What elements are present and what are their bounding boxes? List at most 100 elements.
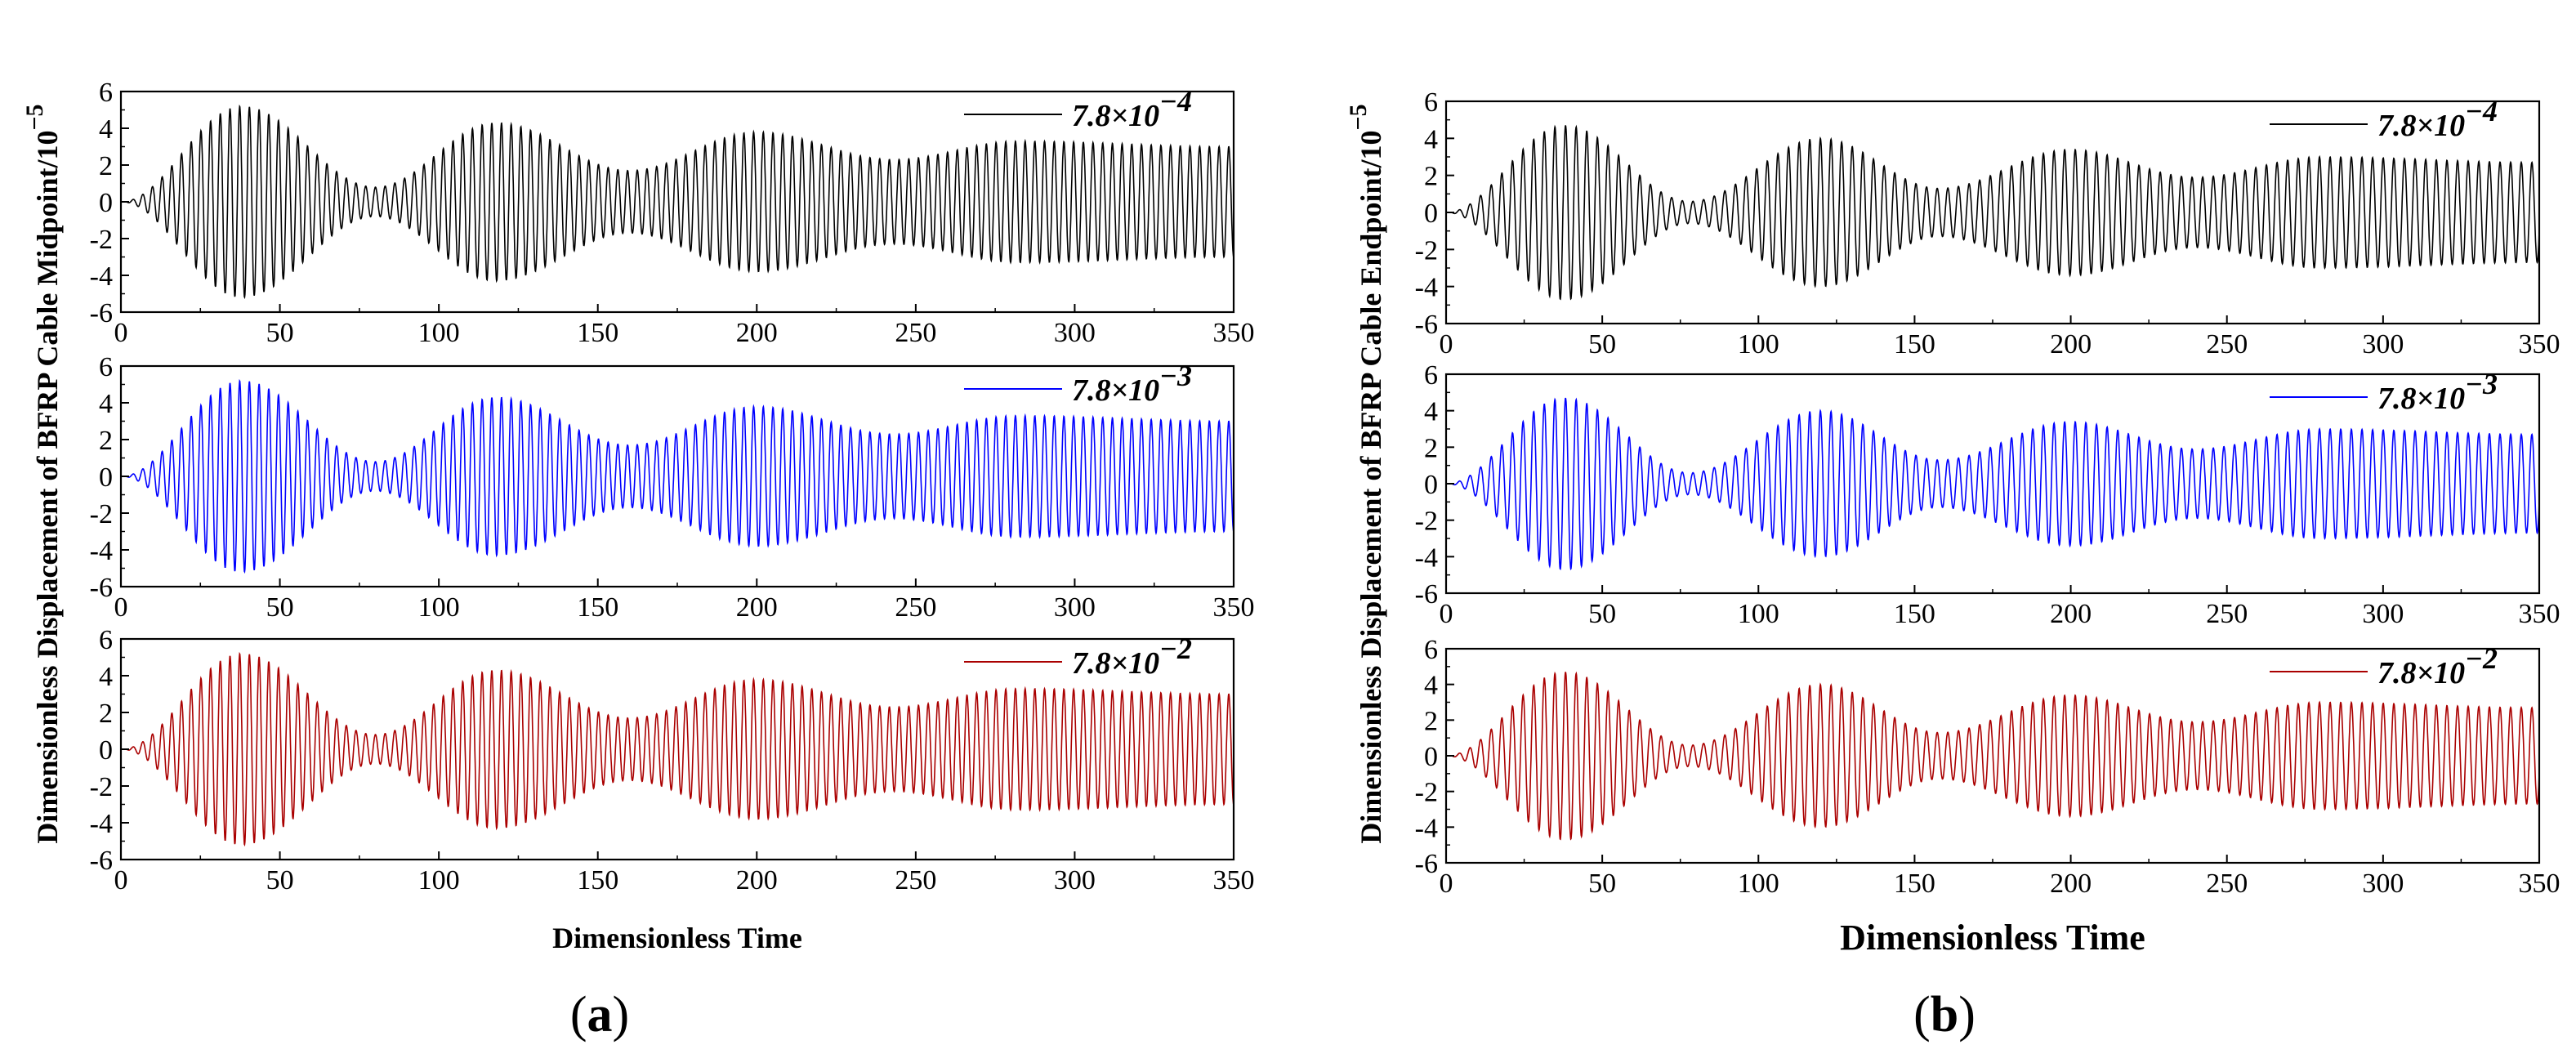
x-tick-label: 0 <box>114 865 128 895</box>
legend-label: 7.8×10−4 <box>1072 85 1192 133</box>
y-tick-label: -4 <box>90 261 113 292</box>
x-tick-label: 100 <box>1738 329 1779 360</box>
legend-exponent: −2 <box>2465 642 2498 675</box>
y-tick-label: 2 <box>99 151 113 181</box>
y-tick-label: 4 <box>1424 124 1438 154</box>
series-line <box>1446 671 2540 841</box>
x-tick-label: 150 <box>1894 869 1935 899</box>
series-line <box>121 104 1234 300</box>
x-tick-label: 350 <box>2519 329 2560 360</box>
y-tick-label: 6 <box>1424 635 1438 665</box>
y-axis-label: Dimensionless Displacement of BFRP Cable… <box>1345 104 1387 843</box>
y-tick-label: 6 <box>99 625 113 655</box>
legend-exponent: −3 <box>2465 368 2498 400</box>
x-tick-label: 350 <box>1213 865 1255 895</box>
y-tick-label: -4 <box>1415 273 1438 303</box>
y-tick-label: 2 <box>1424 162 1438 192</box>
x-tick-label: 150 <box>1894 599 1935 629</box>
x-tick-label: 200 <box>2050 869 2092 899</box>
y-tick-label: 4 <box>99 114 113 145</box>
legend-base: 7.8×10 <box>1072 99 1159 133</box>
x-tick-label: 350 <box>1213 592 1255 623</box>
series-line <box>121 651 1234 847</box>
y-tick-label: 2 <box>99 426 113 456</box>
x-tick-label: 50 <box>266 592 294 623</box>
panel-label-open: ( <box>570 987 587 1043</box>
panel-label-letter: b <box>1931 987 1958 1043</box>
x-tick-label: 350 <box>1213 318 1255 348</box>
y-axis-label-exponent: −5 <box>1345 104 1372 130</box>
x-tick-label: 350 <box>2519 599 2560 629</box>
y-tick-label: -6 <box>90 298 113 328</box>
x-tick-label: 50 <box>266 865 294 895</box>
panel-label-open: ( <box>1913 987 1931 1043</box>
legend-base: 7.8×10 <box>1072 373 1159 408</box>
y-tick-label: 0 <box>99 188 113 218</box>
x-tick-label: 300 <box>1054 318 1096 348</box>
y-tick-label: -2 <box>1415 235 1438 266</box>
legend-exponent: −3 <box>1159 360 1192 392</box>
y-tick-label: 0 <box>1424 742 1438 772</box>
y-tick-label: -6 <box>1415 579 1438 610</box>
y-tick-label: 2 <box>99 699 113 729</box>
x-tick-label: 0 <box>114 592 128 623</box>
y-tick-label: 6 <box>1424 87 1438 118</box>
y-tick-label: -6 <box>1415 310 1438 340</box>
x-tick-label: 0 <box>1440 599 1453 629</box>
x-tick-label: 300 <box>1054 592 1096 623</box>
legend-label: 7.8×10−2 <box>1072 632 1192 681</box>
x-tick-label: 0 <box>114 318 128 348</box>
legend-base: 7.8×10 <box>2377 656 2465 690</box>
x-tick-label: 200 <box>736 592 778 623</box>
y-tick-label: 6 <box>99 352 113 382</box>
legend-exponent: −4 <box>1159 85 1192 118</box>
x-tick-label: 50 <box>1588 329 1616 360</box>
y-tick-label: 4 <box>1424 671 1438 701</box>
panel-label-close: ) <box>613 987 630 1043</box>
x-tick-label: 100 <box>1738 599 1779 629</box>
x-tick-label: 300 <box>2362 869 2404 899</box>
y-tick-label: 0 <box>99 735 113 766</box>
x-tick-label: 200 <box>2050 329 2092 360</box>
x-tick-label: 50 <box>1588 599 1616 629</box>
x-tick-label: 0 <box>1440 869 1453 899</box>
legend-base: 7.8×10 <box>2377 382 2465 416</box>
x-tick-label: 300 <box>1054 865 1096 895</box>
x-tick-label: 300 <box>2362 329 2404 360</box>
x-tick-label: 250 <box>2206 599 2248 629</box>
x-tick-label: 350 <box>2519 869 2560 899</box>
y-tick-label: 0 <box>99 462 113 493</box>
y-tick-label: -2 <box>1415 507 1438 537</box>
x-tick-label: 100 <box>418 592 460 623</box>
y-tick-label: -2 <box>90 772 113 802</box>
y-tick-label: -2 <box>1415 778 1438 808</box>
x-tick-label: 300 <box>2362 599 2404 629</box>
y-tick-label: 0 <box>1424 470 1438 500</box>
y-axis-label-exponent: −5 <box>21 104 48 130</box>
y-tick-label: -4 <box>1415 543 1438 573</box>
legend-base: 7.8×10 <box>1072 646 1159 681</box>
x-tick-label: 200 <box>736 865 778 895</box>
y-tick-label: 4 <box>99 662 113 692</box>
legend-base: 7.8×10 <box>2377 109 2465 143</box>
legend-label: 7.8×10−3 <box>2377 368 2498 416</box>
x-axis-label: Dimensionless Time <box>1840 918 2145 958</box>
x-tick-label: 200 <box>2050 599 2092 629</box>
x-tick-label: 100 <box>1738 869 1779 899</box>
x-tick-label: 100 <box>418 865 460 895</box>
y-tick-label: -2 <box>90 499 113 529</box>
x-tick-label: 250 <box>895 318 936 348</box>
x-tick-label: 250 <box>895 592 936 623</box>
panel-label: (a) <box>570 987 629 1043</box>
x-tick-label: 100 <box>418 318 460 348</box>
y-tick-label: -4 <box>90 536 113 566</box>
series-line <box>1446 397 2540 571</box>
series-line <box>121 378 1234 574</box>
y-tick-label: 6 <box>99 78 113 108</box>
